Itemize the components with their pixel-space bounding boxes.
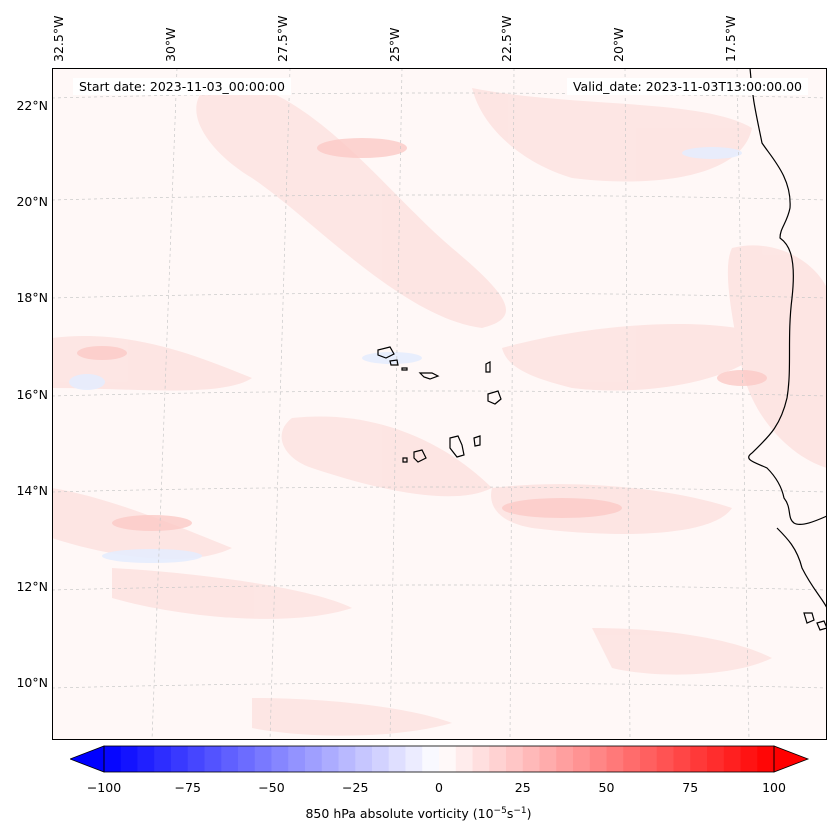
colorbar-cell (606, 746, 624, 772)
lon-label-22-5w: 22.5°W (499, 15, 514, 62)
colorbar-cell (187, 746, 205, 772)
colorbar-cell (321, 746, 339, 772)
coastline (748, 68, 827, 631)
valid-date-label: Valid_date: 2023-11-03T13:00:00.00 (566, 78, 808, 95)
colorbar-cell (757, 746, 775, 772)
cb-label-exp2: −1 (513, 806, 527, 816)
lon-label-17-5w: 17.5°W (723, 15, 738, 62)
colorbar-cells (104, 746, 775, 772)
lat-label-16n: 16°N (16, 387, 48, 402)
field-patches (52, 78, 827, 736)
cb-tick: −25 (342, 780, 369, 795)
field-patches-strong (77, 138, 767, 531)
colorbar (70, 745, 810, 773)
colorbar-cell (539, 746, 557, 772)
colorbar-cell (238, 746, 256, 772)
colorbar-cell (740, 746, 758, 772)
colorbar-cell (355, 746, 373, 772)
cb-tick: −50 (258, 780, 285, 795)
colorbar-cell (489, 746, 507, 772)
colorbar-cell (388, 746, 406, 772)
colorbar-cell (472, 746, 490, 772)
lon-label-25w: 25°W (387, 27, 402, 62)
colorbar-cell (556, 746, 574, 772)
map-panel[interactable]: Start date: 2023-11-03_00:00:00 Valid_da… (52, 68, 827, 740)
lat-label-14n: 14°N (16, 483, 48, 498)
lon-label-32-5w: 32.5°W (51, 15, 66, 62)
cb-tick: 75 (682, 780, 699, 795)
colorbar-cell (690, 746, 708, 772)
lat-label-22n: 22°N (16, 98, 48, 113)
lat-label-12n: 12°N (16, 579, 48, 594)
colorbar-cell (723, 746, 741, 772)
colorbar-cell (154, 746, 172, 772)
lon-label-30w: 30°W (163, 27, 178, 62)
island-brava (402, 457, 408, 463)
colorbar-cell (573, 746, 591, 772)
lat-label-18n: 18°N (16, 290, 48, 305)
vorticity-field (52, 68, 827, 740)
island-santa-luzia (401, 367, 408, 371)
colorbar-cell (623, 746, 641, 772)
lat-label-10n: 10°N (16, 675, 48, 690)
colorbar-cell (288, 746, 306, 772)
colorbar-extend-min (70, 745, 105, 773)
colorbar-cell (589, 746, 607, 772)
colorbar-cell (673, 746, 691, 772)
colorbar-cell (305, 746, 323, 772)
colorbar-label: 850 hPa absolute vorticity (10−5s−1) (0, 806, 837, 821)
island-santo-antao (377, 346, 395, 359)
cb-label-exp1: −5 (493, 806, 507, 816)
bissagos-islands (803, 612, 815, 624)
colorbar-cell (506, 746, 524, 772)
africa-coast (748, 68, 827, 525)
colorbar-cell (221, 746, 239, 772)
island-sao-vicente (389, 359, 399, 366)
colorbar-cell (120, 746, 138, 772)
colorbar-cell (707, 746, 725, 772)
colorbar-cell (405, 746, 423, 772)
colorbar-extend-max (773, 745, 810, 773)
colorbar-cell (522, 746, 540, 772)
colorbar-cell (137, 746, 155, 772)
cb-label-main: 850 hPa absolute vorticity (10 (305, 806, 494, 822)
lat-label-20n: 20°N (16, 194, 48, 209)
island-santiago (449, 435, 465, 458)
island-boa-vista (487, 390, 502, 405)
colorbar-outline (103, 745, 775, 773)
colorbar-cell (439, 746, 457, 772)
cb-label-end: ) (526, 806, 532, 822)
cb-tick: 0 (435, 780, 443, 795)
cb-tick: 100 (762, 780, 786, 795)
colorbar-cell (455, 746, 473, 772)
colorbar-cell (104, 746, 122, 772)
cb-tick: −100 (86, 780, 122, 795)
island-sao-nicolau (418, 372, 440, 380)
island-fogo (413, 449, 427, 463)
cb-label-mid: s (506, 806, 514, 822)
lon-label-20w: 20°W (611, 27, 626, 62)
colorbar-cell (640, 746, 658, 772)
colorbar-cell (656, 746, 674, 772)
island-sal (485, 361, 491, 373)
colorbar-cell (254, 746, 272, 772)
cape-verde-islands (377, 346, 502, 463)
colorbar-cell (171, 746, 189, 772)
colorbar-cell (271, 746, 289, 772)
guinea-coast (776, 527, 827, 609)
start-date-label: Start date: 2023-11-03_00:00:00 (73, 78, 291, 95)
colorbar-cell (204, 746, 222, 772)
cb-tick: −75 (174, 780, 201, 795)
colorbar-cell (372, 746, 390, 772)
gridlines (52, 68, 827, 740)
lon-label-27-5w: 27.5°W (275, 15, 290, 62)
colorbar-cell (338, 746, 356, 772)
island-maio (473, 435, 481, 447)
cb-tick: 25 (514, 780, 531, 795)
cb-tick: 50 (598, 780, 615, 795)
field-patches-blue (69, 147, 742, 563)
colorbar-cell (422, 746, 440, 772)
